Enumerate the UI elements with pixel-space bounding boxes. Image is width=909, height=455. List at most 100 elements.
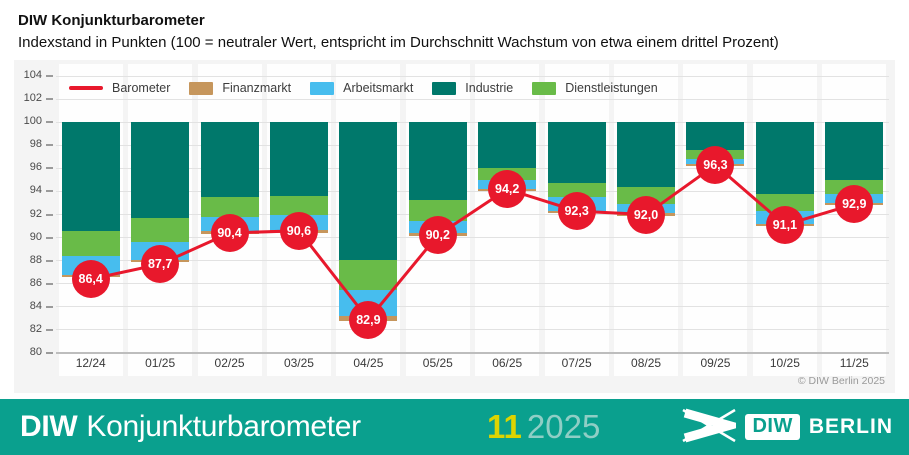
y-axis-tick <box>46 98 53 101</box>
y-axis-label: 88 <box>29 253 42 266</box>
legend-swatch-barometer <box>69 86 103 90</box>
barometer-point: 96,3 <box>696 145 735 184</box>
column-band <box>475 64 540 376</box>
bar-segment-industrie <box>825 122 884 180</box>
bar-segment-industrie <box>617 122 676 187</box>
footer-brand-rest: Konjunkturbarometer <box>86 410 361 443</box>
gridline <box>56 283 889 285</box>
y-axis-tick <box>46 75 53 78</box>
bar-segment-industrie <box>547 122 606 184</box>
barometer-line <box>90 163 855 322</box>
gridline <box>56 237 889 239</box>
footer-brand: DIW Konjunkturbarometer <box>20 399 361 455</box>
legend-label: Finanzmarkt <box>222 81 292 95</box>
bar-segment-dienstleistungen <box>617 186 676 205</box>
bar-segment-dienstleistungen <box>755 193 814 212</box>
column-band <box>683 64 748 376</box>
barometer-point: 82,9 <box>349 300 388 339</box>
x-axis-label: 02/25 <box>214 356 245 370</box>
copyright-note: © DIW Berlin 2025 <box>797 375 885 387</box>
bar-segment-dienstleistungen <box>200 197 259 217</box>
y-axis-tick <box>46 167 53 170</box>
logo-berlin-text: BERLIN <box>808 415 893 438</box>
gridline <box>56 190 889 192</box>
legend-label: Arbeitsmarkt <box>343 81 414 95</box>
bar-segment-dienstleistungen <box>339 259 398 290</box>
page-title: DIW Konjunkturbarometer <box>18 12 205 29</box>
bar-segment-industrie <box>339 122 398 260</box>
legend-swatch-industrie <box>432 81 457 95</box>
y-axis-label: 104 <box>23 69 42 82</box>
logo-diw-text: DIW <box>745 414 800 440</box>
x-axis-label: 04/25 <box>353 356 384 370</box>
legend-item-barometer: Barometer <box>69 81 170 95</box>
y-axis-tick <box>46 236 53 239</box>
gridline <box>56 306 889 308</box>
gridline <box>56 98 889 100</box>
barometer-point: 92,0 <box>627 195 666 234</box>
bar-segment-industrie <box>478 122 537 169</box>
barometer-point: 86,4 <box>71 260 110 299</box>
chart-legend: Barometer Finanzmarkt Arbeitsmarkt Industri… <box>69 81 658 95</box>
y-axis-tick <box>46 282 53 285</box>
legend-label: Industrie <box>465 81 514 95</box>
report-header: DIW Konjunkturbarometer Indexstand in Pu… <box>18 10 898 54</box>
x-axis-label: 12/24 <box>75 356 106 370</box>
x-axis-label: 11/25 <box>839 356 869 370</box>
y-axis-tick <box>46 121 53 124</box>
diw-berlin-logo: DIW BERLIN <box>682 399 893 455</box>
plot-area: 86,4 87,7 90,4 90,6 82,9 90,2 94,2 92,3 92,0 96,3… <box>56 68 889 354</box>
y-axis-label: 80 <box>29 346 42 358</box>
bar-segment-industrie <box>269 122 328 197</box>
gridline <box>56 167 889 169</box>
y-axis-label: 96 <box>29 161 42 174</box>
bar-segment-industrie <box>61 122 120 231</box>
legend-item-finanzmarkt: Finanzmarkt <box>189 81 291 95</box>
legend-item-dienstleistungen: Dienstleistungen <box>532 81 658 95</box>
x-axis-label: 08/25 <box>631 356 662 370</box>
legend-swatch-dienstleistungen <box>532 81 557 95</box>
y-axis-label: 102 <box>23 92 42 105</box>
x-axis-label: 07/25 <box>561 356 592 370</box>
footer-bar: DIW Konjunkturbarometer 11 2025 DIW BERL… <box>0 399 909 455</box>
y-axis-tick <box>46 190 53 193</box>
barometer-point: 91,1 <box>765 205 804 244</box>
gridline <box>56 121 889 123</box>
barometer-point: 90,6 <box>279 211 318 250</box>
gridline <box>56 75 889 77</box>
bar-segment-dienstleistungen <box>131 218 190 243</box>
x-axis-label: 06/25 <box>492 356 523 370</box>
legend-label: Dienstleistungen <box>565 81 658 95</box>
bar-segment-industrie <box>131 122 190 218</box>
bar-segment-dienstleistungen <box>547 183 606 198</box>
barometer-point: 92,9 <box>835 185 874 224</box>
legend-item-industrie: Industrie <box>432 81 513 95</box>
y-axis-label: 82 <box>29 322 42 335</box>
chart-panel: 80 82 84 86 88 90 92 94 96 98 100 102 104 86,4 87,7 90… <box>14 60 895 393</box>
gridline <box>56 214 889 216</box>
x-axis-label: 10/25 <box>769 356 800 370</box>
y-axis-tick <box>46 328 53 331</box>
legend-label: Barometer <box>112 81 171 95</box>
y-axis-label: 90 <box>29 230 42 243</box>
x-axis-label: 03/25 <box>283 356 314 370</box>
y-axis-label: 84 <box>29 299 42 312</box>
gridline <box>56 144 889 146</box>
gridline <box>56 260 889 262</box>
barometer-point: 87,7 <box>141 245 180 284</box>
y-axis-label: 92 <box>29 207 42 220</box>
bar-segment-dienstleistungen <box>408 199 467 222</box>
legend-item-arbeitsmarkt: Arbeitsmarkt <box>310 81 413 95</box>
x-axis-label: 05/25 <box>422 356 453 370</box>
bar-segment-dienstleistungen <box>269 196 328 215</box>
gridline <box>56 329 889 331</box>
bar-segment-industrie <box>686 122 745 150</box>
issue-number: 11 <box>487 408 522 445</box>
barometer-point: 90,4 <box>210 214 249 252</box>
y-axis-label: 100 <box>23 115 42 128</box>
issue-badge: 11 2025 <box>487 399 600 455</box>
diw-logo-glyph-icon <box>682 406 746 449</box>
barometer-point: 94,2 <box>488 170 527 209</box>
bar-segment-industrie <box>200 122 259 198</box>
